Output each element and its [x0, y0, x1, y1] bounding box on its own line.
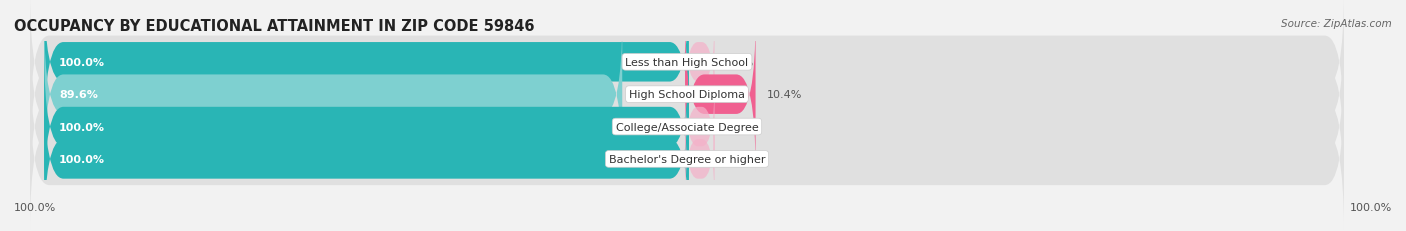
- FancyBboxPatch shape: [30, 56, 1344, 198]
- FancyBboxPatch shape: [30, 24, 1344, 165]
- Text: 10.4%: 10.4%: [766, 90, 801, 100]
- Text: 100.0%: 100.0%: [1350, 203, 1392, 213]
- Text: 100.0%: 100.0%: [59, 122, 105, 132]
- Text: 100.0%: 100.0%: [14, 203, 56, 213]
- FancyBboxPatch shape: [685, 82, 714, 172]
- FancyBboxPatch shape: [44, 82, 689, 231]
- FancyBboxPatch shape: [44, 50, 689, 204]
- Text: College/Associate Degree: College/Associate Degree: [616, 122, 758, 132]
- FancyBboxPatch shape: [685, 18, 714, 107]
- Text: Bachelor's Degree or higher: Bachelor's Degree or higher: [609, 154, 765, 164]
- FancyBboxPatch shape: [685, 18, 755, 172]
- Text: 100.0%: 100.0%: [59, 154, 105, 164]
- Text: 0.0%: 0.0%: [725, 58, 754, 67]
- Text: Less than High School: Less than High School: [626, 58, 748, 67]
- Text: 0.0%: 0.0%: [725, 122, 754, 132]
- FancyBboxPatch shape: [44, 18, 623, 172]
- FancyBboxPatch shape: [30, 89, 1344, 230]
- Text: OCCUPANCY BY EDUCATIONAL ATTAINMENT IN ZIP CODE 59846: OCCUPANCY BY EDUCATIONAL ATTAINMENT IN Z…: [14, 18, 534, 33]
- FancyBboxPatch shape: [30, 0, 1344, 133]
- FancyBboxPatch shape: [685, 114, 714, 204]
- Text: 100.0%: 100.0%: [59, 58, 105, 67]
- Text: Source: ZipAtlas.com: Source: ZipAtlas.com: [1281, 18, 1392, 28]
- Text: 89.6%: 89.6%: [59, 90, 98, 100]
- FancyBboxPatch shape: [44, 0, 689, 140]
- Text: 0.0%: 0.0%: [725, 154, 754, 164]
- Text: High School Diploma: High School Diploma: [628, 90, 745, 100]
